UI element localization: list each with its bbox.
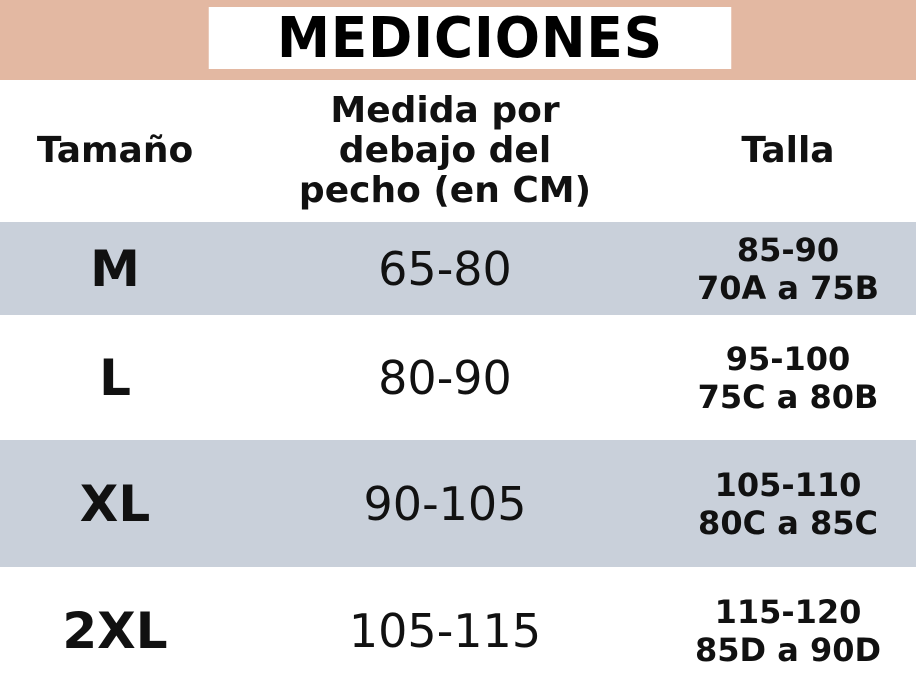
- page-title: MEDICIONES: [208, 7, 732, 71]
- header-talla: Talla: [741, 130, 835, 171]
- talla-cell: 95-100 75C a 80B: [660, 340, 916, 416]
- table-row: M 65-80 85-90 70A a 75B: [0, 222, 916, 315]
- talla-range: 115-120: [714, 593, 862, 631]
- measure-cell: 90-105: [363, 476, 527, 531]
- talla-cups: 70A a 75B: [696, 268, 880, 307]
- talla-cups: 80C a 85C: [698, 503, 878, 542]
- measure-cell: 65-80: [378, 241, 512, 296]
- table-header: Tamaño Medida por debajo del pecho (en C…: [0, 80, 916, 222]
- header-measure-text: Medida por debajo del pecho (en CM): [298, 90, 592, 211]
- talla-range: 105-110: [714, 465, 862, 504]
- header-measure: Medida por debajo del pecho (en CM): [230, 91, 660, 211]
- size-cell: M: [90, 239, 140, 298]
- talla-cell: 85-90 70A a 75B: [660, 231, 916, 307]
- talla-cell: 105-110 80C a 85C: [660, 466, 916, 542]
- table-row: 2XL 105-115 115-120 85D a 90D: [0, 567, 916, 695]
- size-cell: 2XL: [62, 602, 168, 660]
- talla-cups: 75C a 80B: [697, 377, 879, 416]
- table-row: XL 90-105 105-110 80C a 85C: [0, 440, 916, 567]
- measure-cell: 105-115: [348, 604, 542, 658]
- header-size: Tamaño: [36, 130, 194, 171]
- talla-range: 95-100: [725, 339, 851, 378]
- size-cell: L: [99, 348, 131, 407]
- talla-cell: 115-120 85D a 90D: [660, 593, 916, 669]
- talla-range: 85-90: [736, 230, 840, 269]
- talla-cups: 85D a 90D: [694, 631, 882, 669]
- size-cell: XL: [79, 474, 151, 533]
- table-row: L 80-90 95-100 75C a 80B: [0, 315, 916, 440]
- measure-cell: 80-90: [378, 350, 512, 405]
